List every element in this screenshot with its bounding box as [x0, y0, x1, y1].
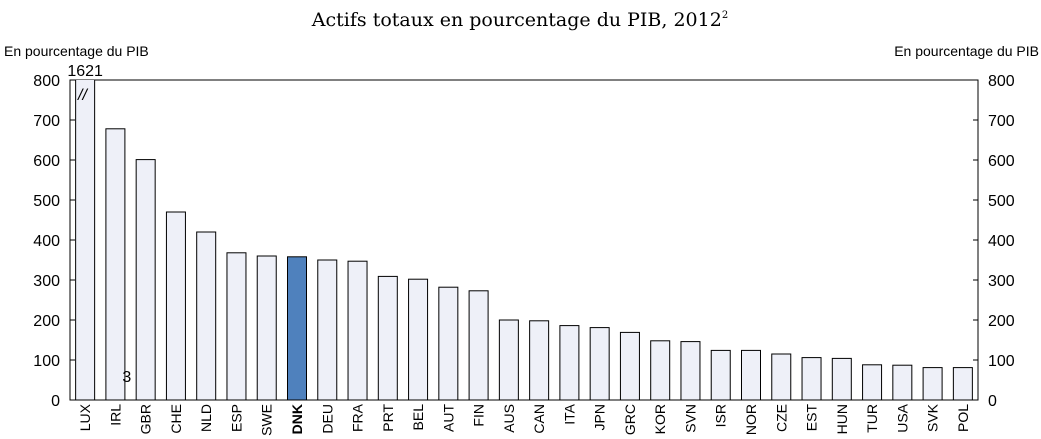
bar [771, 353, 792, 400]
x-tick-label: DEU [319, 404, 335, 434]
bar [710, 349, 731, 400]
x-tick-label: GRC [622, 404, 638, 435]
y-tick-label: 100 [33, 353, 60, 370]
x-tick-label: PRT [380, 404, 396, 432]
y2-axis-label: En pourcentage du PIB [894, 43, 1039, 59]
x-tick-label: USA [894, 403, 910, 432]
bar [196, 231, 217, 400]
x-tick-label: CZE [773, 404, 789, 432]
bar [650, 340, 671, 400]
bar [408, 278, 429, 400]
y-tick-label: 200 [33, 313, 60, 330]
x-tick-label: DNK [289, 404, 305, 434]
y2-tick-label: 800 [988, 73, 1015, 90]
x-tick-label: SVK [925, 403, 941, 432]
y2-tick-label: 0 [988, 393, 997, 410]
bar [862, 364, 883, 400]
bar [498, 319, 519, 400]
y2-tick-label: 600 [988, 153, 1015, 170]
bar [831, 357, 852, 400]
bar [135, 159, 156, 400]
x-tick-label: ITA [561, 403, 577, 424]
y-tick-label: 500 [33, 193, 60, 210]
y-tick-label: 600 [33, 153, 60, 170]
x-tick-label: ESP [228, 404, 244, 432]
x-tick-label: CAN [531, 404, 547, 434]
bar [75, 80, 96, 400]
x-tick-label: SWE [259, 404, 275, 436]
x-tick-label: TUR [864, 404, 880, 433]
bar [529, 320, 550, 400]
y-tick-label: 0 [51, 393, 60, 410]
x-tick-label: FIN [471, 404, 487, 427]
x-tick-label: POL [955, 404, 971, 432]
x-tick-label: ISR [713, 404, 729, 427]
x-tick-label: FRA [350, 403, 366, 432]
x-tick-label: LUX [77, 403, 93, 431]
value-label: 1621 [67, 63, 103, 80]
title-note: 2 [722, 10, 728, 21]
bar [952, 367, 973, 400]
y-axis-label: En pourcentage du PIB [4, 43, 149, 59]
x-tick-note: 3 [122, 369, 131, 386]
x-tick-label: NOR [743, 404, 759, 435]
bar [256, 255, 277, 400]
y-tick-label: 800 [33, 73, 60, 90]
y-tick-label: 700 [33, 113, 60, 130]
x-tick-label: SVN [682, 404, 698, 433]
x-tick-label: CHE [168, 404, 184, 434]
bar [801, 357, 822, 400]
x-tick-label: AUT [440, 404, 456, 432]
y2-tick-label: 400 [988, 233, 1015, 250]
x-tick-label: GBR [138, 404, 154, 434]
x-tick-label: HUN [834, 404, 850, 434]
bar [559, 325, 580, 400]
x-tick-label: EST [804, 404, 820, 432]
x-tick-label: BEL [410, 404, 426, 431]
y2-tick-label: 700 [988, 113, 1015, 130]
bar [317, 259, 338, 400]
x-tick-label: KOR [652, 404, 668, 434]
bar [922, 367, 943, 400]
bar [741, 349, 761, 400]
y2-tick-label: 200 [988, 313, 1015, 330]
y-tick-label: 300 [33, 273, 60, 290]
bar [468, 290, 489, 400]
chart-title: Actifs totaux en pourcentage du PIB, 201… [311, 9, 728, 31]
bar [226, 252, 247, 400]
bar [438, 286, 459, 400]
bars [75, 80, 973, 400]
bar [892, 364, 913, 400]
bar [377, 275, 398, 400]
x-tick-label: IRL [107, 404, 123, 426]
bar [589, 327, 610, 400]
x-tick-label: JPN [592, 404, 608, 430]
bar [347, 260, 368, 400]
bar [287, 256, 307, 400]
axis-break: // [77, 87, 88, 104]
bar [619, 331, 640, 400]
y-tick-label: 400 [33, 233, 60, 250]
y2-tick-label: 500 [988, 193, 1015, 210]
bar [165, 211, 186, 400]
y2-tick-label: 100 [988, 353, 1015, 370]
x-tick-label: AUS [501, 404, 517, 433]
x-tick-label: NLD [198, 404, 214, 432]
bar [680, 341, 701, 400]
y2-tick-label: 300 [988, 273, 1015, 290]
title-text: Actifs totaux en pourcentage du PIB, 201… [311, 9, 722, 31]
bar [105, 128, 126, 400]
